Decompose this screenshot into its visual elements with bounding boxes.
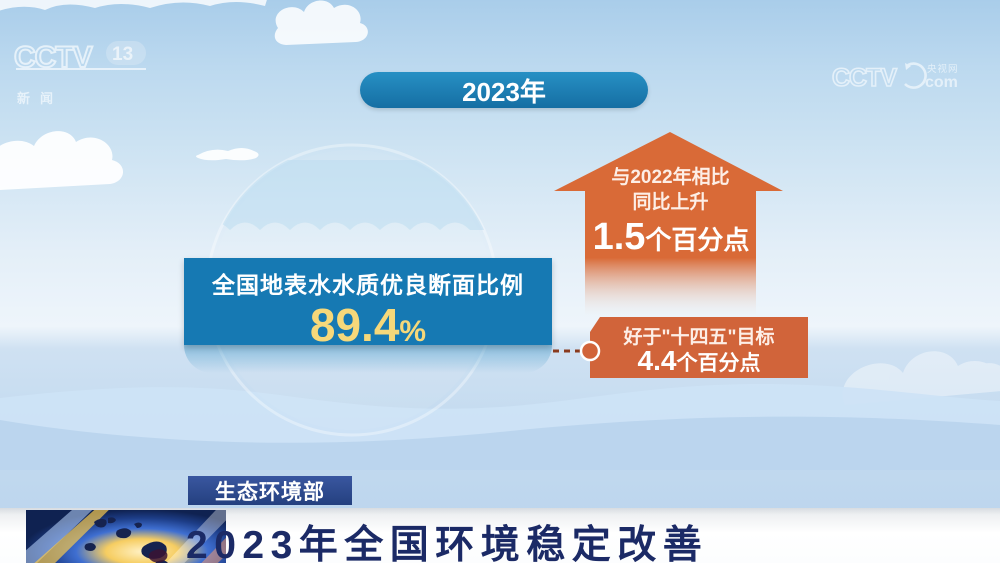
svg-text:13: 13 xyxy=(112,44,133,65)
svg-text:CCTV: CCTV xyxy=(832,64,897,92)
svg-text:com: com xyxy=(925,74,958,91)
